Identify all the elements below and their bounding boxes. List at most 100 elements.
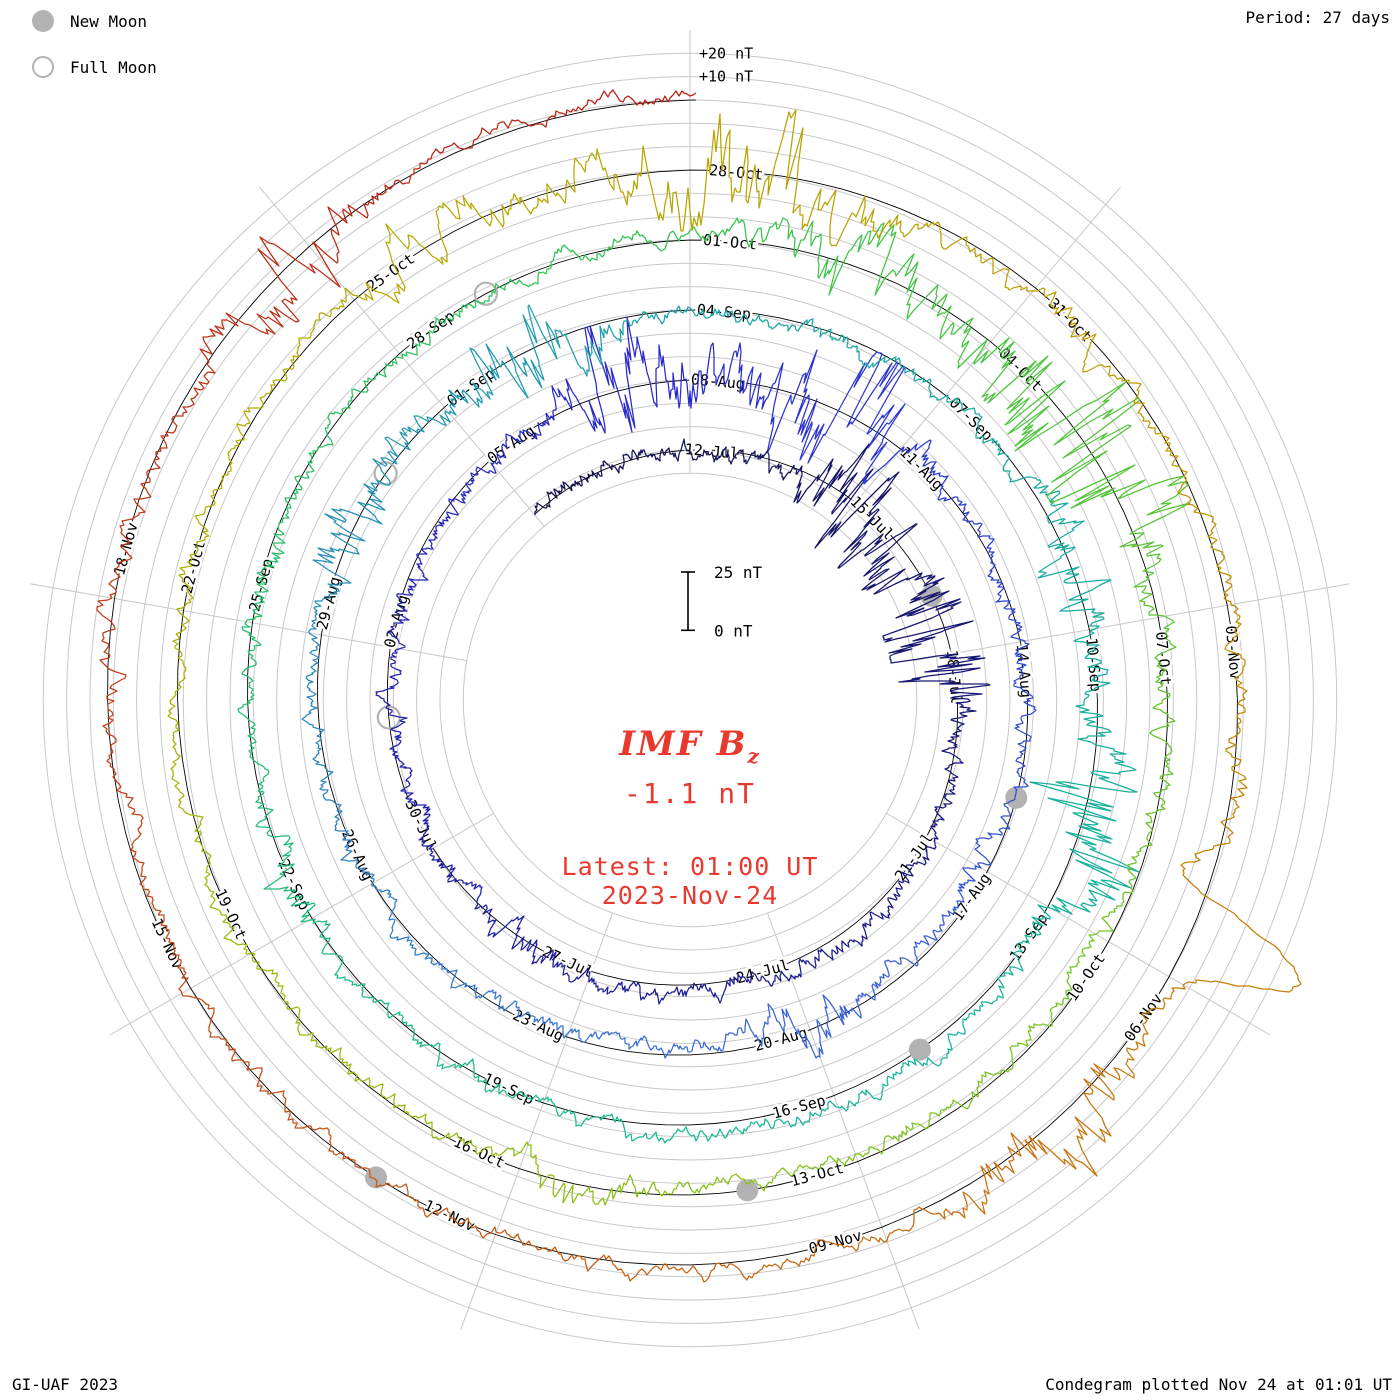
scale-bar-top-label: 25 nT bbox=[714, 563, 763, 582]
bz-trace-segment bbox=[1225, 680, 1248, 785]
bz-trace-segment bbox=[1223, 577, 1246, 682]
bz-trace-segment bbox=[469, 343, 545, 401]
bz-trace-segment bbox=[207, 1007, 274, 1095]
bz-trace-segment bbox=[775, 948, 825, 982]
bz-trace-segment bbox=[167, 633, 187, 731]
bz-trace-segment bbox=[857, 1058, 928, 1104]
bz-trace-segment bbox=[545, 340, 606, 434]
bz-trace-segment bbox=[371, 884, 411, 942]
bz-trace-segment bbox=[778, 1100, 858, 1128]
bz-trace-segment bbox=[839, 973, 890, 1026]
radial-axis-label: +20 nT bbox=[699, 44, 753, 62]
bz-trace-segment bbox=[387, 593, 413, 650]
bz-trace-segment bbox=[418, 806, 441, 863]
bz-trace-segment bbox=[981, 938, 1030, 1005]
bz-trace-segment bbox=[981, 350, 1085, 452]
bz-trace-segment bbox=[570, 460, 613, 492]
date-label: 16-Sep bbox=[771, 1091, 828, 1122]
bz-trace-segment bbox=[1133, 572, 1177, 663]
bz-trace-segment bbox=[284, 427, 334, 506]
bz-trace-segment bbox=[1059, 573, 1112, 649]
bz-trace-segment bbox=[248, 745, 274, 828]
bz-trace-segment bbox=[102, 707, 136, 812]
bz-trace-segment bbox=[962, 1132, 1052, 1219]
date-label: 04-Sep bbox=[696, 301, 752, 324]
grid bbox=[30, 30, 1350, 1348]
legend-row-full-moon: Full Moon bbox=[32, 56, 157, 78]
bz-trace-segment bbox=[814, 443, 900, 549]
bz-trace-segment bbox=[1024, 882, 1116, 940]
bz-trace-segment bbox=[461, 982, 523, 1018]
bz-trace-segment bbox=[1046, 381, 1141, 509]
bz-trace-segment bbox=[615, 129, 717, 232]
bz-trace-segment bbox=[756, 1239, 860, 1274]
bz-trace-segment bbox=[511, 936, 566, 968]
bz-trace-segment bbox=[867, 222, 939, 320]
bz-trace-segment bbox=[170, 729, 204, 823]
scale-bar-bottom-label: 0 nT bbox=[714, 621, 753, 640]
bz-trace-segment bbox=[327, 163, 421, 236]
full-moon-marker bbox=[473, 281, 498, 306]
new-moon-marker bbox=[736, 1179, 759, 1202]
bz-trace-segment bbox=[611, 449, 657, 474]
date-label: 09-Nov bbox=[807, 1226, 864, 1257]
bz-trace-segment bbox=[1013, 641, 1034, 705]
date-label: 19-Sep bbox=[480, 1069, 537, 1108]
radial-axis-label: +10 nT bbox=[699, 68, 753, 86]
new-moon-marker bbox=[1005, 786, 1028, 809]
new-moon-label: New Moon bbox=[70, 11, 148, 31]
grid-spoke bbox=[767, 912, 920, 1330]
bz-trace-segment bbox=[290, 901, 344, 976]
bz-trace-segment bbox=[801, 188, 902, 247]
legend-row-new-moon: New Moon bbox=[32, 10, 157, 32]
bz-trace-segment bbox=[668, 982, 725, 1004]
bz-trace-segment bbox=[140, 397, 195, 498]
bz-trace-segment bbox=[413, 389, 483, 433]
bz-trace-segment bbox=[1075, 647, 1111, 724]
new-moon-marker bbox=[365, 1166, 387, 1189]
bz-trace-segment bbox=[257, 228, 341, 328]
bz-trace bbox=[96, 89, 1302, 1283]
bz-trace-segment bbox=[447, 1211, 547, 1251]
bz-trace-segment bbox=[237, 664, 257, 747]
bz-trace-segment bbox=[995, 581, 1026, 642]
bz-trace-segment bbox=[562, 964, 615, 995]
bz-trace-segment bbox=[286, 287, 347, 370]
bz-trace-segment bbox=[997, 445, 1061, 502]
bz-trace-segment bbox=[584, 316, 660, 433]
bz-trace-segment bbox=[499, 1141, 587, 1204]
bz-trace-segment bbox=[962, 827, 1011, 882]
bz-trace-segment bbox=[341, 1058, 417, 1118]
bz-trace-segment bbox=[855, 1112, 935, 1158]
bz-trace-segment bbox=[633, 90, 697, 106]
bz-trace-segment bbox=[528, 244, 606, 288]
date-label: 20-Aug bbox=[752, 1024, 809, 1055]
bz-trace-segment bbox=[1177, 487, 1232, 578]
date-label: 05-Aug bbox=[484, 422, 539, 468]
bz-trace-segment bbox=[941, 739, 964, 791]
bz-trace-segment bbox=[435, 193, 521, 263]
bz-trace-segment bbox=[649, 1262, 758, 1283]
bz-trace-segment bbox=[108, 496, 152, 599]
bz-trace-segment bbox=[1065, 915, 1114, 994]
bz-trace-segment bbox=[543, 1096, 622, 1127]
plotted-label: Condegram plotted Nov 24 at 01:01 UT bbox=[1045, 1375, 1392, 1394]
bz-trace-segment bbox=[1133, 399, 1188, 489]
bz-trace-segment bbox=[415, 1113, 500, 1157]
latest-time-label: Latest: 01:00 UT bbox=[561, 851, 819, 881]
bz-trace-segment bbox=[1014, 703, 1037, 768]
bz-trace-segment bbox=[354, 1160, 449, 1218]
imf-title-sub: z bbox=[747, 743, 761, 768]
bz-trace-segment bbox=[992, 263, 1075, 326]
date-label: 10-Oct bbox=[1063, 950, 1109, 1005]
bz-trace-segment bbox=[858, 1206, 966, 1244]
bz-trace-segment bbox=[719, 342, 784, 410]
date-label: 14-Aug bbox=[1013, 643, 1036, 699]
imf-latest-value: -1.1 nT bbox=[623, 776, 756, 810]
bz-trace-segment bbox=[519, 148, 617, 215]
bz-trace-segment bbox=[655, 438, 702, 462]
bz-trace-segment bbox=[889, 653, 991, 692]
bz-trace-segment bbox=[193, 312, 276, 399]
bz-trace-segment bbox=[901, 840, 937, 884]
bz-trace-segment bbox=[585, 1174, 680, 1206]
